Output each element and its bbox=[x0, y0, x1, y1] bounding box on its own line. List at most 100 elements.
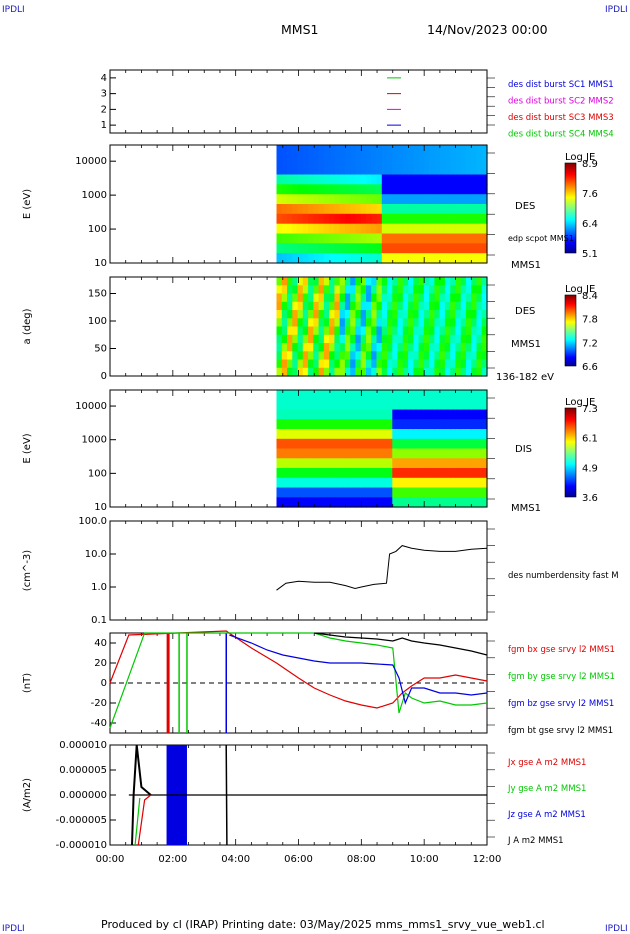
spectrogram-cell bbox=[471, 334, 478, 344]
spectrogram-cell bbox=[302, 233, 309, 244]
spectrogram-cell bbox=[450, 419, 457, 430]
spectrogram-cell bbox=[408, 438, 414, 450]
spectrogram-cell bbox=[397, 174, 404, 185]
y-tick-label-1: 10000 bbox=[75, 156, 107, 167]
spectrogram-cell bbox=[344, 419, 351, 430]
spectrogram-cell bbox=[344, 310, 351, 319]
spectrogram-cell bbox=[387, 468, 393, 479]
spectrogram-cell bbox=[471, 293, 478, 303]
spectrogram-cell bbox=[276, 429, 283, 440]
spectrogram-cell bbox=[476, 351, 483, 361]
spectrogram-cell bbox=[423, 243, 430, 254]
spectrogram-cell bbox=[366, 409, 372, 420]
spectrogram-cell bbox=[366, 253, 372, 264]
spectrogram-cell bbox=[455, 204, 462, 215]
spectrogram-cell bbox=[360, 419, 367, 430]
spectrogram-cell bbox=[387, 243, 393, 254]
spectrogram-cell bbox=[318, 497, 325, 508]
y-tick-label-1: 10 bbox=[94, 258, 107, 269]
spectrogram-cell bbox=[450, 223, 457, 235]
spectrogram-cell bbox=[450, 429, 457, 440]
spectrogram-cell bbox=[281, 293, 288, 303]
spectrogram-cell bbox=[471, 477, 478, 489]
spectrogram-cell bbox=[439, 318, 446, 328]
spectrogram-cell bbox=[387, 419, 393, 430]
spectrogram-cell bbox=[444, 419, 451, 430]
spectrogram-cell bbox=[392, 409, 399, 420]
spectrogram-cell bbox=[413, 351, 420, 361]
spectrogram-cell bbox=[366, 448, 372, 459]
spectrogram-cell bbox=[287, 243, 293, 254]
spectrogram-cell bbox=[413, 293, 420, 303]
spectrogram-cell bbox=[297, 204, 304, 215]
spectrogram-cell bbox=[339, 468, 346, 479]
spectrogram-cell bbox=[281, 399, 288, 411]
spectrogram-cell bbox=[408, 184, 414, 195]
spectrogram-cell bbox=[334, 233, 341, 244]
spectrogram-cell bbox=[418, 145, 425, 156]
spectrogram-cell bbox=[455, 399, 462, 411]
spectrogram-cell bbox=[392, 213, 399, 225]
spectrogram-cell bbox=[323, 174, 330, 185]
spectrogram-cell bbox=[471, 390, 478, 401]
spectrogram-cell bbox=[392, 438, 399, 450]
spectrogram-cell bbox=[471, 174, 478, 185]
spectrogram-cell bbox=[387, 477, 393, 489]
spectrogram-cell bbox=[460, 458, 467, 469]
spectrogram-cell bbox=[408, 233, 414, 244]
spectrogram-cell bbox=[376, 497, 383, 508]
spectrogram-cell bbox=[376, 318, 383, 328]
spectrogram-cell bbox=[444, 154, 451, 166]
spectrogram-cell bbox=[287, 174, 293, 185]
spectrogram-cell bbox=[466, 301, 472, 311]
spectrogram-cell bbox=[323, 285, 330, 295]
spectrogram-cell bbox=[444, 285, 451, 295]
spectrogram-cell bbox=[381, 429, 388, 440]
spectrogram-cell bbox=[302, 429, 309, 440]
spectrogram-cell bbox=[476, 277, 483, 286]
spectrogram-cell bbox=[344, 367, 351, 377]
spectrogram-cell bbox=[481, 233, 488, 244]
spectrogram-cell bbox=[376, 204, 383, 215]
spectrogram-cell bbox=[339, 458, 346, 469]
spectrogram-cell bbox=[408, 497, 414, 508]
spectrogram-cell bbox=[334, 310, 341, 319]
spectrogram-cell bbox=[344, 145, 351, 156]
spectrogram-cell bbox=[402, 487, 409, 498]
spectrogram-cell bbox=[381, 154, 388, 166]
spectrogram-cell bbox=[402, 253, 409, 264]
spectrogram-cell bbox=[444, 194, 451, 205]
spectrogram-cell bbox=[276, 419, 283, 430]
spectrogram-cell bbox=[313, 334, 320, 344]
spectrogram-cell bbox=[334, 145, 341, 156]
spectrogram-cell bbox=[444, 318, 451, 328]
spectrogram-cell bbox=[413, 343, 420, 352]
spectrogram-cell bbox=[476, 293, 483, 303]
spectrogram-cell bbox=[313, 399, 320, 411]
spectrogram-cell bbox=[481, 285, 488, 295]
colorbar-title-2: Log JE bbox=[565, 284, 595, 295]
spectrogram-cell bbox=[402, 409, 409, 420]
spectrogram-cell bbox=[276, 318, 283, 328]
spectrogram-cell bbox=[408, 429, 414, 440]
spectrogram-cell bbox=[334, 468, 341, 479]
spectrogram-cell bbox=[308, 438, 314, 450]
spectrogram-cell bbox=[371, 194, 378, 205]
spectrogram-cell bbox=[287, 409, 293, 420]
spectrogram-cell bbox=[323, 409, 330, 420]
spectrogram-cell bbox=[355, 429, 362, 440]
spectrogram-cell bbox=[360, 194, 367, 205]
spectrogram-cell bbox=[423, 253, 430, 264]
spectrogram-cell bbox=[371, 343, 378, 352]
spectrogram-cell bbox=[308, 477, 314, 489]
spectrogram-cell bbox=[397, 497, 404, 508]
spectrogram-cell bbox=[355, 497, 362, 508]
spectrogram-cell bbox=[434, 194, 441, 205]
colorbar-tick-3: 3.6 bbox=[582, 493, 598, 504]
spectrogram-cell bbox=[466, 174, 472, 185]
spectrogram-cell bbox=[444, 145, 451, 156]
spectrogram-cell bbox=[471, 204, 478, 215]
spectrogram-cell bbox=[302, 468, 309, 479]
spectrogram-cell bbox=[460, 429, 467, 440]
spectrogram-cell bbox=[323, 487, 330, 498]
